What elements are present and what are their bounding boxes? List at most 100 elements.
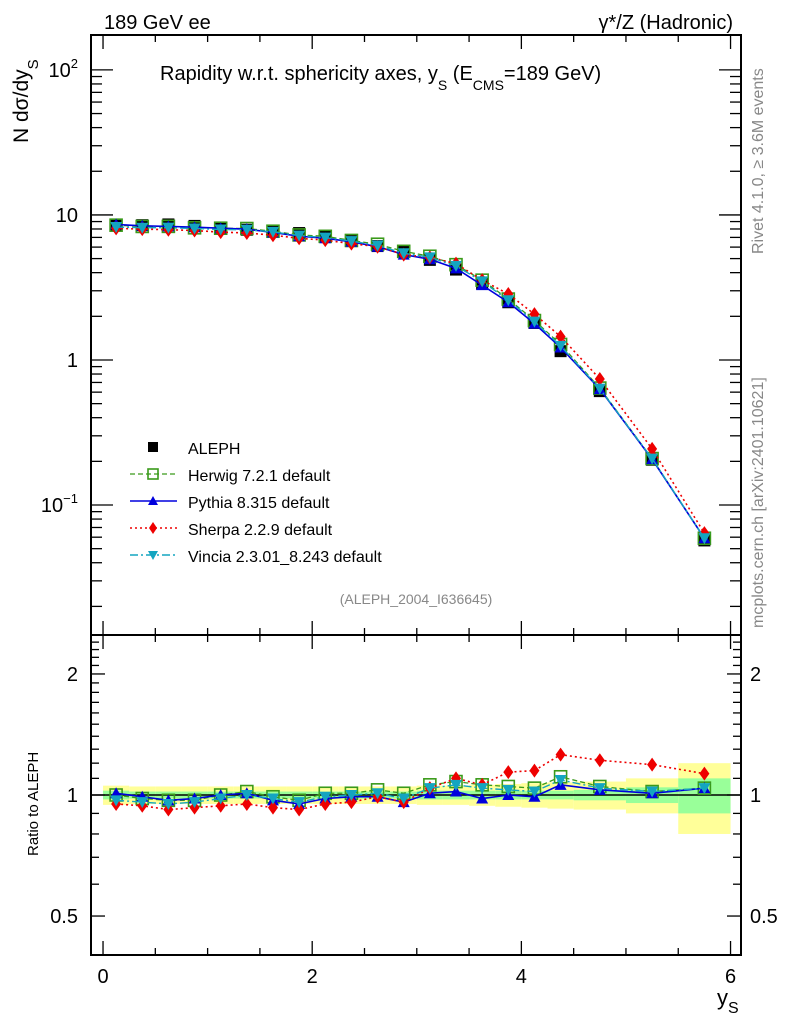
vincia-point	[214, 224, 227, 236]
vincia-point	[450, 260, 463, 272]
ratio-tick-labels: 0.5 0.5 1 1 2 2 0 2 4 6	[50, 664, 778, 988]
legend-label-vincia: Vincia 2.3.01_8.243 default	[188, 549, 382, 566]
legend-entry-data: ALEPH	[148, 441, 240, 458]
sherpa-series	[111, 221, 710, 541]
sherpa-point	[647, 757, 658, 772]
legend: ALEPH Herwig 7.2.1 default Pythia 8.315 de…	[130, 441, 382, 566]
pythia-line	[116, 223, 706, 539]
ratio-y-tick-label: 0.5	[50, 906, 78, 928]
vincia-point	[214, 793, 227, 805]
ratio-axis-ticks	[91, 634, 741, 956]
ratio-y-tick-label-right: 0.5	[750, 906, 778, 928]
vincia-point	[240, 790, 253, 801]
x-tick-label: 0	[97, 966, 108, 988]
sherpa-point	[346, 795, 357, 810]
vincia-line	[116, 226, 705, 539]
legend-entry-sherpa: Sherpa 2.2.9 default	[130, 522, 333, 539]
sherpa-point	[267, 800, 278, 815]
main-y-tick-labels: 102 10 1 10−1	[41, 56, 78, 517]
sherpa-point	[215, 798, 226, 813]
sherpa-point	[294, 802, 305, 817]
vincia-point	[293, 797, 306, 809]
main-frame	[90, 34, 742, 636]
x-tick-label: 4	[516, 966, 527, 988]
legend-label-herwig: Herwig 7.2.1 default	[188, 468, 331, 485]
vincia-point	[450, 779, 463, 791]
vincia-ratio-series	[110, 774, 711, 810]
vincia-point	[110, 222, 123, 234]
y-tick-label: 1	[67, 350, 78, 372]
x-axis-label: yS	[717, 985, 739, 1017]
vincia-point	[476, 783, 489, 795]
vincia-point	[423, 252, 436, 264]
vincia-point	[293, 230, 306, 242]
vincia-point	[136, 797, 149, 809]
ratio-panel: 0.5 0.5 1 1 2 2 0 2 4 6 Ratio to ALEPH yS	[25, 634, 778, 1017]
sherpa-point	[555, 329, 566, 344]
ratio-y-axis-label: Ratio to ALEPH	[25, 752, 42, 856]
vincia-point	[371, 788, 384, 800]
vincia-point	[593, 383, 606, 395]
x-tick-label: 2	[307, 966, 318, 988]
sherpa-line	[116, 227, 706, 534]
vincia-point	[371, 240, 384, 252]
ratio-y-tick-label: 2	[67, 664, 78, 686]
pythia-point	[476, 792, 489, 804]
vincia-point	[345, 790, 358, 801]
legend-label-pythia: Pythia 8.315 default	[188, 495, 330, 512]
y-tick-label: 10	[56, 205, 78, 227]
vincia-point	[397, 248, 410, 260]
vincia-point	[266, 226, 279, 238]
main-panel: 102 10 1 10−1 Rapidity w.r.t. sphericity ax…	[10, 34, 742, 636]
legend-entry-herwig: Herwig 7.2.1 default	[130, 468, 331, 485]
sherpa-point	[555, 747, 566, 762]
main-series-layer	[109, 218, 712, 547]
sherpa-point	[503, 765, 514, 780]
vincia-point	[698, 783, 711, 795]
vincia-point	[528, 316, 541, 328]
sherpa-point	[149, 522, 157, 534]
vincia-point	[593, 783, 606, 795]
sherpa-point	[594, 753, 605, 768]
vincia-point	[502, 784, 515, 796]
vincia-series	[110, 222, 711, 545]
vincia-point	[148, 551, 158, 560]
y-tick-label: 10−1	[41, 491, 78, 517]
vincia-point	[423, 783, 436, 795]
legend-label-sherpa: Sherpa 2.2.9 default	[188, 522, 333, 539]
sherpa-point	[594, 371, 605, 386]
vincia-point	[136, 222, 149, 234]
vincia-point	[110, 795, 123, 807]
herwig-line	[116, 224, 705, 539]
main-y-axis-label: N dσ/dyS	[10, 59, 42, 143]
x-tick-label: 6	[725, 966, 736, 988]
vincia-point	[554, 340, 567, 352]
vincia-point	[319, 791, 332, 803]
vincia-point	[554, 774, 567, 786]
vincia-point	[240, 224, 253, 236]
vincia-point	[162, 222, 175, 234]
header-right-label: γ*/Z (Hadronic)	[599, 12, 733, 34]
chart-title: Rapidity w.r.t. sphericity axes, yS (ECM…	[160, 63, 601, 93]
vincia-point	[345, 236, 358, 248]
vincia-point	[188, 223, 201, 235]
legend-entry-pythia: Pythia 8.315 default	[130, 495, 330, 512]
ratio-y-tick-label-right: 1	[750, 785, 761, 807]
legend-entry-vincia: Vincia 2.3.01_8.243 default	[130, 549, 382, 566]
vincia-point	[162, 798, 175, 810]
y-tick-label: 102	[49, 56, 78, 82]
vincia-point	[266, 793, 279, 805]
vincia-point	[502, 295, 515, 307]
herwig-point	[147, 468, 159, 480]
vincia-point	[698, 533, 711, 545]
vincia-point	[646, 786, 659, 798]
vincia-point	[188, 797, 201, 809]
vincia-point	[476, 276, 489, 288]
main-axis-ticks	[91, 35, 741, 635]
sherpa-point	[241, 796, 252, 811]
legend-label-data: ALEPH	[188, 441, 240, 458]
sherpa-point	[647, 441, 658, 456]
vincia-point	[319, 232, 332, 244]
header-left-label: 189 GeV ee	[104, 12, 211, 34]
